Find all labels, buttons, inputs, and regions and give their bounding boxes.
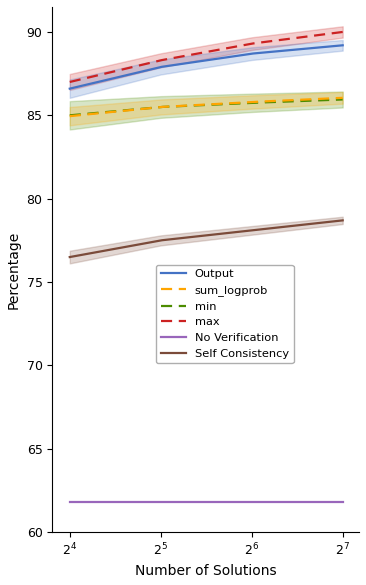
- No Verification: [235, 498, 239, 505]
- Self Consistency: [68, 253, 72, 260]
- No Verification: [230, 498, 235, 505]
- min: [235, 100, 239, 107]
- No Verification: [340, 498, 345, 505]
- Self Consistency: [229, 229, 234, 236]
- min: [340, 96, 345, 103]
- Output: [229, 53, 234, 60]
- max: [235, 43, 239, 50]
- max: [68, 78, 73, 85]
- sum_logprob: [315, 95, 319, 102]
- sum_logprob: [68, 112, 73, 119]
- Line: max: max: [70, 32, 343, 82]
- Output: [315, 44, 319, 51]
- sum_logprob: [298, 97, 302, 104]
- sum_logprob: [230, 99, 235, 106]
- Output: [68, 85, 73, 92]
- sum_logprob: [68, 113, 72, 120]
- Self Consistency: [315, 220, 319, 227]
- No Verification: [68, 498, 72, 505]
- Y-axis label: Percentage: Percentage: [7, 230, 21, 309]
- Output: [298, 46, 302, 53]
- max: [315, 32, 319, 39]
- Self Consistency: [235, 229, 239, 236]
- Line: Self Consistency: Self Consistency: [70, 221, 343, 257]
- min: [68, 112, 73, 119]
- min: [68, 112, 72, 119]
- max: [230, 44, 235, 51]
- No Verification: [315, 498, 319, 505]
- sum_logprob: [229, 99, 234, 106]
- No Verification: [68, 498, 73, 505]
- Self Consistency: [68, 253, 73, 260]
- X-axis label: Number of Solutions: Number of Solutions: [135, 564, 276, 578]
- Output: [235, 52, 239, 59]
- Line: min: min: [70, 99, 343, 115]
- sum_logprob: [235, 99, 239, 106]
- Line: Output: Output: [70, 45, 343, 89]
- Legend: Output, sum_logprob, min, max, No Verification, Self Consistency: Output, sum_logprob, min, max, No Verifi…: [156, 265, 294, 363]
- No Verification: [229, 498, 234, 505]
- max: [229, 44, 234, 51]
- max: [340, 29, 345, 36]
- Self Consistency: [340, 217, 345, 224]
- min: [298, 98, 302, 105]
- max: [298, 34, 302, 41]
- Output: [230, 53, 235, 60]
- Self Consistency: [298, 222, 302, 229]
- max: [68, 78, 72, 85]
- sum_logprob: [340, 94, 345, 101]
- Self Consistency: [230, 229, 235, 236]
- min: [229, 100, 234, 107]
- No Verification: [298, 498, 302, 505]
- Line: sum_logprob: sum_logprob: [70, 98, 343, 116]
- Output: [340, 42, 345, 49]
- Output: [68, 85, 72, 92]
- min: [230, 100, 235, 107]
- min: [315, 97, 319, 104]
